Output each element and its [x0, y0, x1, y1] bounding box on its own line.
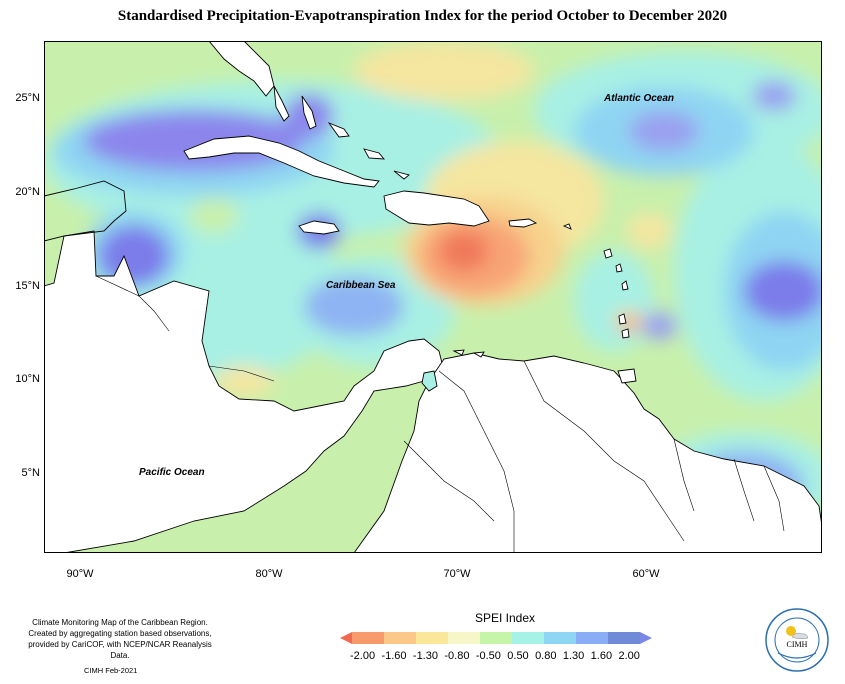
legend-tick-labels: -2.00 -1.60 -1.30 -0.80 -0.50 0.50 0.80 … — [350, 650, 640, 662]
legend-swatch — [608, 632, 640, 644]
sun-icon — [786, 626, 796, 636]
legend-swatch — [416, 632, 448, 644]
legend-tick: 1.60 — [590, 650, 613, 662]
lon-label-60w: 60°W — [632, 568, 660, 580]
legend-tick: -0.50 — [475, 650, 501, 662]
legend-swatch — [544, 632, 576, 644]
credit-line-1: Climate Monitoring Map of the Caribbean … — [32, 618, 208, 627]
credit-line-3: provided by CariCOF, with NCEP/NCAR Rean… — [28, 640, 212, 660]
map-frame — [44, 41, 822, 553]
credit-block: Climate Monitoring Map of the Caribbean … — [20, 617, 220, 661]
map-title: Standardised Precipitation-Evapotranspir… — [117, 8, 728, 24]
ocean-label-atlantic: Atlantic Ocean — [604, 93, 675, 104]
legend-tick: 0.80 — [535, 650, 557, 662]
legend-swatch — [512, 632, 544, 644]
legend-tick: 1.30 — [562, 650, 585, 662]
legend-tick: 2.00 — [618, 650, 640, 662]
legend-title: SPEI Index — [474, 611, 536, 625]
legend-swatch — [448, 632, 480, 644]
lon-label-80w: 80°W — [255, 568, 283, 580]
lat-label-25n: 25°N — [15, 92, 40, 104]
cloud-icon — [791, 632, 809, 640]
legend-swatch — [480, 632, 512, 644]
map-canvas — [44, 41, 822, 553]
land-masses — [44, 41, 822, 553]
logo-text: CIMH — [787, 640, 808, 649]
credit-footer: CIMH Feb-2021 — [84, 666, 138, 675]
legend-swatch — [640, 632, 652, 644]
legend-tick: -0.80 — [444, 650, 470, 662]
lon-label-70w: 70°W — [443, 568, 471, 580]
legend-tick: -1.60 — [381, 650, 407, 662]
legend-tick: -2.00 — [350, 650, 376, 662]
country-borders — [95, 275, 785, 553]
lat-label-15n: 15°N — [15, 280, 40, 292]
legend-swatch — [352, 632, 384, 644]
legend-swatch — [340, 632, 352, 644]
spei-map: Atlantic Ocean Caribbean Sea Pacific Oce… — [44, 41, 822, 553]
legend-swatch — [576, 632, 608, 644]
legend-swatch — [384, 632, 416, 644]
lat-label-10n: 10°N — [15, 373, 40, 385]
legend-tick: -1.30 — [412, 650, 438, 662]
lon-label-90w: 90°W — [66, 568, 94, 580]
credit-line-2: Created by aggregating station based obs… — [28, 629, 212, 638]
ocean-label-caribbean: Caribbean Sea — [326, 280, 396, 291]
legend-colorbar — [340, 632, 652, 644]
cimh-logo: CIMH — [765, 608, 829, 672]
lat-label-20n: 20°N — [15, 186, 40, 198]
legend-tick: 0.50 — [507, 650, 529, 662]
lat-label-5n: 5°N — [21, 467, 40, 479]
ocean-label-pacific: Pacific Ocean — [139, 467, 205, 478]
